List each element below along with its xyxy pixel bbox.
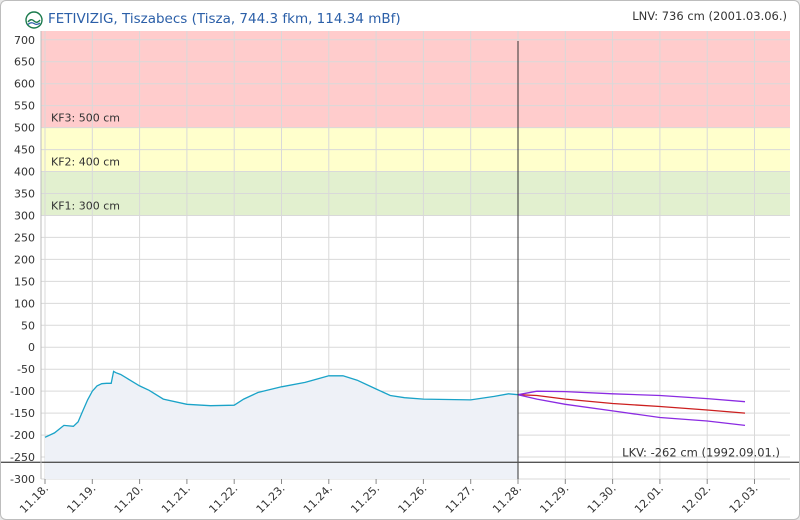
y-tick-label: 0	[28, 341, 35, 354]
threshold-band-label: KF3: 500 cm	[51, 112, 120, 125]
x-tick-label: 11.29.	[537, 482, 571, 516]
y-tick-label: 450	[14, 144, 35, 157]
y-tick-label: -150	[10, 407, 35, 420]
y-tick-label: 500	[14, 122, 35, 135]
x-tick-label: 11.24.	[301, 482, 335, 516]
x-tick-label: 11.21.	[159, 482, 193, 516]
x-tick-label: 11.20.	[112, 482, 146, 516]
y-tick-label: 50	[21, 319, 35, 332]
chart-header: FETIVIZIG, Tiszabecs (Tisza, 744.3 fkm, …	[1, 1, 799, 31]
y-tick-label: 250	[14, 231, 35, 244]
lnv-label: LNV: 736 cm (2001.03.06.)	[632, 9, 787, 23]
series-line-observed	[44, 370, 519, 438]
threshold-band	[41, 31, 790, 128]
threshold-band-label: KF2: 400 cm	[51, 156, 120, 169]
y-tick-label: -200	[10, 429, 35, 442]
y-tick-label: -50	[17, 363, 35, 376]
y-tick-label: 300	[14, 209, 35, 222]
y-tick-label: -300	[10, 473, 35, 486]
y-tick-label: 350	[14, 188, 35, 201]
y-tick-label: 650	[14, 56, 35, 69]
x-tick-label: 11.27.	[443, 482, 477, 516]
x-tick-label: 12.01.	[632, 482, 666, 516]
x-tick-label: 12.03.	[727, 482, 761, 516]
series-line-forecast-upper	[517, 390, 746, 403]
observed-area-fill	[45, 371, 518, 479]
y-tick-label: -100	[10, 385, 35, 398]
y-tick-label: 400	[14, 166, 35, 179]
reference-line-label: LKV: -262 cm (1992.09.01.)	[622, 445, 780, 459]
fetivizig-logo-icon	[25, 11, 43, 29]
x-tick-label: 11.26.	[396, 482, 430, 516]
x-tick-label: 11.22.	[206, 482, 240, 516]
x-tick-label: 11.18.	[17, 482, 51, 516]
x-tick-label: 11.28.	[490, 482, 524, 516]
threshold-band-label: KF1: 300 cm	[51, 199, 120, 212]
y-tick-label: 700	[14, 34, 35, 47]
x-tick-label: 11.30.	[585, 482, 619, 516]
y-tick-label: 200	[14, 253, 35, 266]
x-tick-label: 11.19.	[64, 482, 98, 516]
x-tick-label: 12.02.	[679, 482, 713, 516]
series-line-forecast-lower	[517, 394, 746, 427]
x-tick-label: 11.25.	[348, 482, 382, 516]
y-tick-label: -250	[10, 451, 35, 464]
series-line-forecast	[517, 394, 746, 414]
y-tick-label: 550	[14, 100, 35, 113]
chart-title: FETIVIZIG, Tiszabecs (Tisza, 744.3 fkm, …	[48, 11, 401, 27]
x-tick-label: 11.23.	[254, 482, 288, 516]
y-tick-label: 600	[14, 78, 35, 91]
y-tick-label: 150	[14, 275, 35, 288]
y-tick-label: 100	[14, 297, 35, 310]
